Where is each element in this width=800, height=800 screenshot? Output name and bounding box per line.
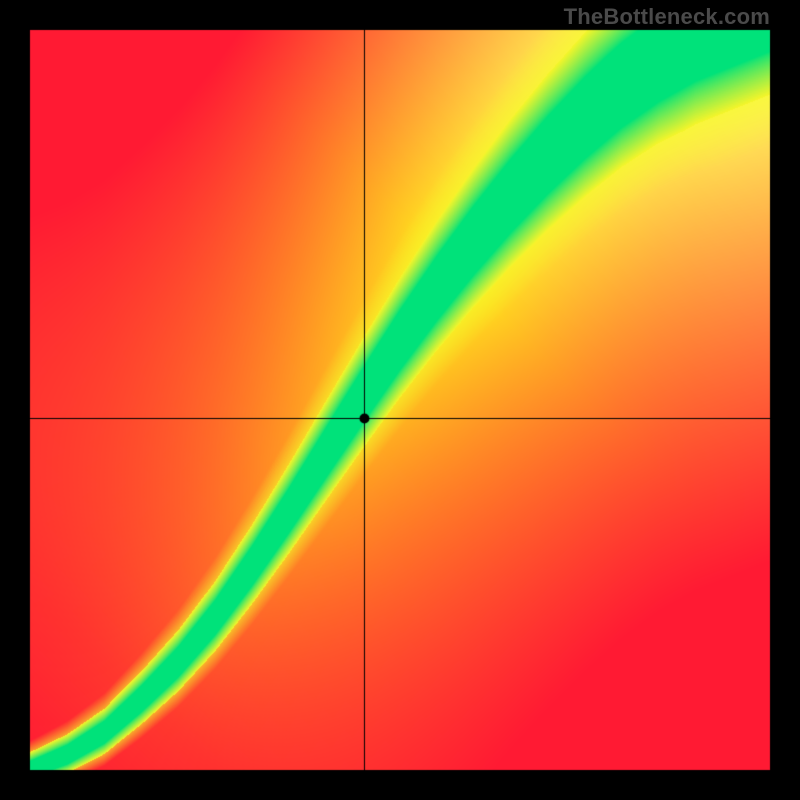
heatmap-canvas bbox=[0, 0, 800, 800]
watermark-text: TheBottleneck.com bbox=[564, 4, 770, 30]
chart-container: TheBottleneck.com bbox=[0, 0, 800, 800]
